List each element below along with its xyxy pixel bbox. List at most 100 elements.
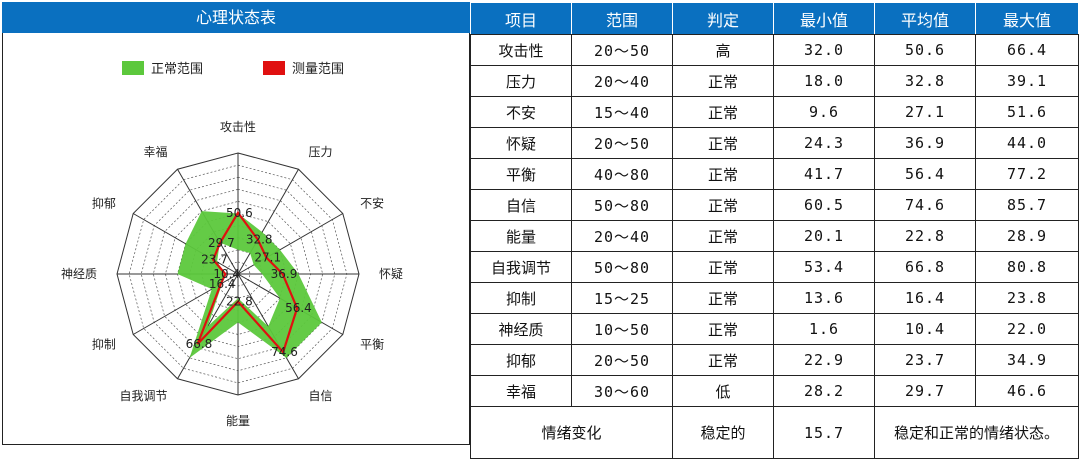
- cell-item: 抑制: [470, 282, 572, 314]
- cell-item: 能量: [470, 220, 572, 252]
- cell-verdict: 正常: [672, 344, 774, 376]
- axis-label: 能量: [226, 414, 250, 428]
- legend-swatch-normal: [122, 61, 144, 75]
- psych-table: 项目 范围 判定 最小值 平均值 最大值 攻击性 20～50 高 32.0 50.6 66…: [470, 2, 1079, 459]
- cell-avg: 56.4: [874, 158, 976, 190]
- value-label: 50.6: [226, 206, 253, 220]
- measure-series: [196, 210, 299, 355]
- cell-range: 20～50: [571, 344, 673, 376]
- cell-max: 39.1: [975, 65, 1079, 97]
- cell-avg: 27.1: [874, 96, 976, 128]
- cell-range: 15～40: [571, 96, 673, 128]
- cell-item: 平衡: [470, 158, 572, 190]
- cell-avg: 36.9: [874, 127, 976, 159]
- header-min: 最小值: [773, 2, 875, 35]
- cell-verdict: 正常: [672, 251, 774, 283]
- value-label: 32.8: [246, 233, 273, 247]
- cell-min: 18.0: [773, 65, 875, 97]
- cell-item: 怀疑: [470, 127, 572, 159]
- table-row: 自我调节 50～80 正常 53.4 66.8 80.8: [470, 251, 1079, 283]
- value-label: 27.1: [254, 251, 281, 265]
- header-range: 范围: [571, 2, 673, 35]
- cell-item: 抑郁: [470, 344, 572, 376]
- cell-min: 32.0: [773, 34, 875, 66]
- cell-avg: 23.7: [874, 344, 976, 376]
- table-header-row: 项目 范围 判定 最小值 平均值 最大值: [470, 2, 1079, 35]
- value-label: 22.8: [226, 295, 253, 309]
- cell-avg: 74.6: [874, 189, 976, 221]
- table-row: 能量 20～40 正常 20.1 22.8 28.9: [470, 220, 1079, 252]
- cell-range: 20～40: [571, 65, 673, 97]
- axis-spoke: [237, 168, 299, 275]
- table-row: 平衡 40～80 正常 41.7 56.4 77.2: [470, 158, 1079, 190]
- cell-item: 不安: [470, 96, 572, 128]
- cell-range: 30～60: [571, 375, 673, 407]
- cell-max: 85.7: [975, 189, 1079, 221]
- cell-min: 24.3: [773, 127, 875, 159]
- table-row: 压力 20～40 正常 18.0 32.8 39.1: [470, 65, 1079, 97]
- cell-max: 46.6: [975, 375, 1079, 407]
- cell-item: 自信: [470, 189, 572, 221]
- table-row: 抑制 15～25 正常 13.6 16.4 23.8: [470, 282, 1079, 314]
- table-row: 不安 15～40 正常 9.6 27.1 51.6: [470, 96, 1079, 128]
- cell-verdict: 低: [672, 375, 774, 407]
- axis-label: 神经质: [61, 267, 97, 281]
- table-row: 自信 50～80 正常 60.5 74.6 85.7: [470, 189, 1079, 221]
- cell-range: 20～50: [571, 34, 673, 66]
- summary-row: 情绪变化 稳定的 15.7 稳定和正常的情绪状态。: [470, 406, 1079, 459]
- value-label: 74.6: [271, 345, 298, 359]
- cell-range: 15～25: [571, 282, 673, 314]
- cell-max: 44.0: [975, 127, 1079, 159]
- cell-min: 22.9: [773, 344, 875, 376]
- axis-label: 幸福: [143, 144, 167, 159]
- cell-min: 28.2: [773, 375, 875, 407]
- table-row: 攻击性 20～50 高 32.0 50.6 66.4: [470, 34, 1079, 66]
- cell-avg: 22.8: [874, 220, 976, 252]
- axis-label: 自信: [309, 389, 333, 403]
- summary-note: 稳定和正常的情绪状态。: [874, 406, 1079, 459]
- cell-item: 攻击性: [470, 34, 572, 66]
- cell-avg: 16.4: [874, 282, 976, 314]
- cell-min: 1.6: [773, 313, 875, 345]
- cell-avg: 32.8: [874, 65, 976, 97]
- axis-label: 攻击性: [220, 120, 256, 134]
- legend-swatch-measure: [263, 61, 285, 75]
- legend-label-normal: 正常范围: [151, 62, 203, 77]
- axis-label: 怀疑: [379, 266, 403, 281]
- cell-verdict: 正常: [672, 313, 774, 345]
- cell-item: 神经质: [470, 313, 572, 345]
- axis-label: 抑制: [92, 337, 116, 352]
- normal-range-band: [177, 211, 322, 358]
- cell-max: 34.9: [975, 344, 1079, 376]
- table-row: 怀疑 20～50 正常 24.3 36.9 44.0: [470, 127, 1079, 159]
- header-avg: 平均值: [874, 2, 976, 35]
- cell-range: 10～50: [571, 313, 673, 345]
- cell-min: 20.1: [773, 220, 875, 252]
- cell-max: 77.2: [975, 158, 1079, 190]
- cell-avg: 66.8: [874, 251, 976, 283]
- chart-panel-title: 心理状态表: [2, 2, 470, 33]
- header-item: 项目: [470, 2, 572, 35]
- table-body: 攻击性 20～50 高 32.0 50.6 66.4 压力 20～40 正常 18.0 32.8 39…: [470, 34, 1079, 407]
- legend-label-measure: 测量范围: [292, 62, 344, 77]
- value-label: 29.7: [208, 236, 235, 250]
- chart-legend: 正常范围 测量范围: [122, 61, 344, 77]
- normal-range-area: [177, 211, 322, 358]
- axis-label: 自我调节: [119, 389, 167, 403]
- cell-verdict: 正常: [672, 189, 774, 221]
- value-label: 23.7: [201, 253, 228, 267]
- cell-verdict: 高: [672, 34, 774, 66]
- cell-max: 28.9: [975, 220, 1079, 252]
- cell-avg: 50.6: [874, 34, 976, 66]
- cell-item: 压力: [470, 65, 572, 97]
- header-max: 最大值: [975, 2, 1079, 35]
- cell-max: 22.0: [975, 313, 1079, 345]
- measure-polygon: [196, 210, 299, 355]
- summary-value: 15.7: [773, 406, 875, 459]
- value-labels: 50.6 32.8 27.1 36.9 56.4 74.6 22.8 66.8 16.410.4…: [186, 206, 312, 359]
- cell-min: 9.6: [773, 96, 875, 128]
- axis-label: 平衡: [360, 338, 384, 352]
- cell-avg: 29.7: [874, 375, 976, 407]
